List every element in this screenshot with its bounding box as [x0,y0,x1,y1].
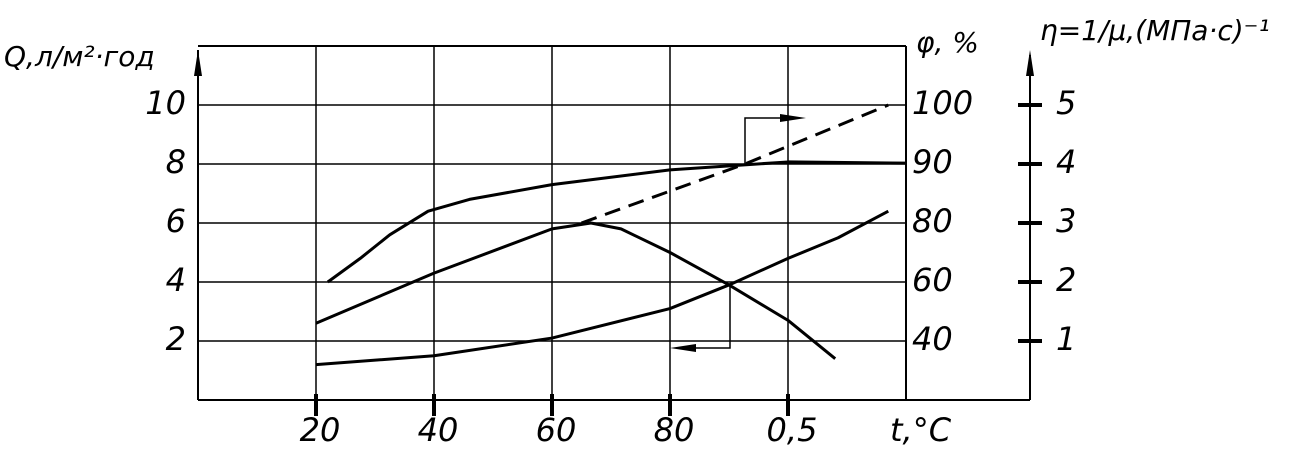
y2-axis-title: η=1/μ,(МПа·с)⁻¹ [1040,14,1270,47]
y3-tick-label: 100 [912,84,973,122]
x-tick-label: 40 [418,411,459,449]
x-tick-label: 80 [654,411,695,449]
y-tick-label: 2 [166,320,186,358]
y3-tick-label: 40 [912,320,953,358]
y2-tick-label: 1 [1056,320,1076,358]
y3-tick-label: 90 [912,143,953,181]
series-line [580,103,889,225]
series-line [315,221,837,360]
series-line [315,209,890,367]
x-tick-label: 0,5 [767,411,818,449]
y2-tick-label: 2 [1056,261,1076,299]
y-axis-arrow [194,50,202,76]
callout-arrow [670,344,696,352]
series-line [326,160,907,284]
y-tick-label: 6 [166,202,186,240]
x-tick-label: 20 [300,411,341,449]
callout-line [744,117,790,164]
callout-arrow [780,114,806,122]
y3-tick-label: 80 [912,202,953,240]
y-tick-label: 10 [145,84,186,122]
callout [685,117,790,349]
y-tick-label: 4 [166,261,186,299]
x-axis-title: t,°C [890,411,952,449]
y2-axis-arrow [1026,50,1034,76]
y2-tick-label: 3 [1056,202,1076,240]
y2-tick-label: 4 [1056,143,1076,181]
y3-tick-label: 60 [912,261,953,299]
callout-line [685,285,731,349]
y-tick-label: 8 [166,143,186,181]
y2-tick-label: 5 [1056,84,1076,122]
x-tick-label: 60 [536,411,577,449]
y3-axis-title: φ, % [916,26,979,59]
y-axis-title: Q,л/м²·год [4,40,155,73]
